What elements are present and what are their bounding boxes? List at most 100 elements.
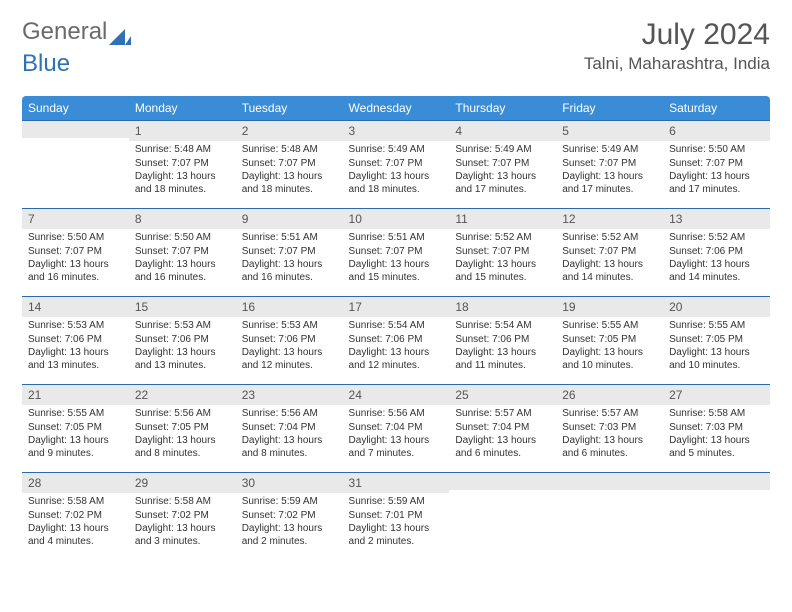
weekday-row: SundayMondayTuesdayWednesdayThursdayFrid… — [22, 96, 770, 120]
daylight-text: Daylight: 13 hours and 14 minutes. — [562, 259, 657, 284]
day-number — [449, 472, 556, 490]
day-cell: 17Sunrise: 5:54 AMSunset: 7:06 PMDayligh… — [343, 296, 450, 384]
sunrise-text: Sunrise: 5:51 AM — [242, 232, 337, 245]
calendar-head: SundayMondayTuesdayWednesdayThursdayFrid… — [22, 96, 770, 120]
daylight-text: Daylight: 13 hours and 2 minutes. — [349, 523, 444, 548]
sunrise-text: Sunrise: 5:55 AM — [28, 408, 123, 421]
day-number: 16 — [236, 296, 343, 317]
day-cell: 22Sunrise: 5:56 AMSunset: 7:05 PMDayligh… — [129, 384, 236, 472]
day-number: 7 — [22, 208, 129, 229]
daylight-text: Daylight: 13 hours and 16 minutes. — [242, 259, 337, 284]
sunset-text: Sunset: 7:02 PM — [28, 510, 123, 523]
sunrise-text: Sunrise: 5:54 AM — [455, 320, 550, 333]
day-details: Sunrise: 5:56 AMSunset: 7:05 PMDaylight:… — [129, 405, 236, 465]
sunset-text: Sunset: 7:06 PM — [242, 334, 337, 347]
sunrise-text: Sunrise: 5:57 AM — [455, 408, 550, 421]
day-details: Sunrise: 5:55 AMSunset: 7:05 PMDaylight:… — [556, 317, 663, 377]
daylight-text: Daylight: 13 hours and 7 minutes. — [349, 435, 444, 460]
day-cell: 7Sunrise: 5:50 AMSunset: 7:07 PMDaylight… — [22, 208, 129, 296]
sunrise-text: Sunrise: 5:49 AM — [455, 144, 550, 157]
week-row: 28Sunrise: 5:58 AMSunset: 7:02 PMDayligh… — [22, 472, 770, 560]
day-details: Sunrise: 5:52 AMSunset: 7:07 PMDaylight:… — [449, 229, 556, 289]
sunset-text: Sunset: 7:05 PM — [669, 334, 764, 347]
sunset-text: Sunset: 7:07 PM — [562, 246, 657, 259]
daylight-text: Daylight: 13 hours and 11 minutes. — [455, 347, 550, 372]
day-details: Sunrise: 5:50 AMSunset: 7:07 PMDaylight:… — [129, 229, 236, 289]
sunset-text: Sunset: 7:06 PM — [455, 334, 550, 347]
day-cell: 14Sunrise: 5:53 AMSunset: 7:06 PMDayligh… — [22, 296, 129, 384]
sunset-text: Sunset: 7:07 PM — [349, 158, 444, 171]
day-details: Sunrise: 5:48 AMSunset: 7:07 PMDaylight:… — [236, 141, 343, 201]
day-cell: 20Sunrise: 5:55 AMSunset: 7:05 PMDayligh… — [663, 296, 770, 384]
day-number: 5 — [556, 120, 663, 141]
sunset-text: Sunset: 7:03 PM — [562, 422, 657, 435]
weekday-tuesday: Tuesday — [236, 96, 343, 120]
daylight-text: Daylight: 13 hours and 2 minutes. — [242, 523, 337, 548]
sunset-text: Sunset: 7:01 PM — [349, 510, 444, 523]
daylight-text: Daylight: 13 hours and 10 minutes. — [562, 347, 657, 372]
day-details: Sunrise: 5:54 AMSunset: 7:06 PMDaylight:… — [343, 317, 450, 377]
day-details: Sunrise: 5:53 AMSunset: 7:06 PMDaylight:… — [22, 317, 129, 377]
day-number: 24 — [343, 384, 450, 405]
day-number: 26 — [556, 384, 663, 405]
sunrise-text: Sunrise: 5:50 AM — [669, 144, 764, 157]
daylight-text: Daylight: 13 hours and 18 minutes. — [135, 171, 230, 196]
sunrise-text: Sunrise: 5:50 AM — [135, 232, 230, 245]
daylight-text: Daylight: 13 hours and 8 minutes. — [135, 435, 230, 460]
sunrise-text: Sunrise: 5:58 AM — [669, 408, 764, 421]
day-number: 8 — [129, 208, 236, 229]
sunset-text: Sunset: 7:07 PM — [135, 158, 230, 171]
daylight-text: Daylight: 13 hours and 18 minutes. — [242, 171, 337, 196]
sunset-text: Sunset: 7:07 PM — [349, 246, 444, 259]
day-details: Sunrise: 5:52 AMSunset: 7:06 PMDaylight:… — [663, 229, 770, 289]
day-number: 10 — [343, 208, 450, 229]
daylight-text: Daylight: 13 hours and 3 minutes. — [135, 523, 230, 548]
sunset-text: Sunset: 7:05 PM — [135, 422, 230, 435]
day-number: 1 — [129, 120, 236, 141]
week-row: 7Sunrise: 5:50 AMSunset: 7:07 PMDaylight… — [22, 208, 770, 296]
day-details: Sunrise: 5:58 AMSunset: 7:02 PMDaylight:… — [22, 493, 129, 553]
day-details: Sunrise: 5:51 AMSunset: 7:07 PMDaylight:… — [236, 229, 343, 289]
daylight-text: Daylight: 13 hours and 17 minutes. — [562, 171, 657, 196]
sunrise-text: Sunrise: 5:49 AM — [562, 144, 657, 157]
sunset-text: Sunset: 7:07 PM — [455, 246, 550, 259]
sunrise-text: Sunrise: 5:48 AM — [242, 144, 337, 157]
day-details: Sunrise: 5:52 AMSunset: 7:07 PMDaylight:… — [556, 229, 663, 289]
sunset-text: Sunset: 7:03 PM — [669, 422, 764, 435]
title-block: July 2024 Talni, Maharashtra, India — [584, 18, 770, 74]
empty-cell — [556, 472, 663, 560]
day-details: Sunrise: 5:48 AMSunset: 7:07 PMDaylight:… — [129, 141, 236, 201]
day-cell: 26Sunrise: 5:57 AMSunset: 7:03 PMDayligh… — [556, 384, 663, 472]
sunset-text: Sunset: 7:06 PM — [349, 334, 444, 347]
day-cell: 12Sunrise: 5:52 AMSunset: 7:07 PMDayligh… — [556, 208, 663, 296]
day-number: 21 — [22, 384, 129, 405]
daylight-text: Daylight: 13 hours and 6 minutes. — [562, 435, 657, 460]
weekday-sunday: Sunday — [22, 96, 129, 120]
day-cell: 16Sunrise: 5:53 AMSunset: 7:06 PMDayligh… — [236, 296, 343, 384]
daylight-text: Daylight: 13 hours and 8 minutes. — [242, 435, 337, 460]
sunset-text: Sunset: 7:07 PM — [455, 158, 550, 171]
day-number: 3 — [343, 120, 450, 141]
empty-cell — [449, 472, 556, 560]
daylight-text: Daylight: 13 hours and 17 minutes. — [455, 171, 550, 196]
day-details: Sunrise: 5:51 AMSunset: 7:07 PMDaylight:… — [343, 229, 450, 289]
empty-cell — [22, 120, 129, 208]
sunset-text: Sunset: 7:05 PM — [28, 422, 123, 435]
daylight-text: Daylight: 13 hours and 16 minutes. — [28, 259, 123, 284]
day-details: Sunrise: 5:53 AMSunset: 7:06 PMDaylight:… — [129, 317, 236, 377]
day-cell: 3Sunrise: 5:49 AMSunset: 7:07 PMDaylight… — [343, 120, 450, 208]
day-details: Sunrise: 5:49 AMSunset: 7:07 PMDaylight:… — [556, 141, 663, 201]
day-cell: 4Sunrise: 5:49 AMSunset: 7:07 PMDaylight… — [449, 120, 556, 208]
day-cell: 6Sunrise: 5:50 AMSunset: 7:07 PMDaylight… — [663, 120, 770, 208]
sunset-text: Sunset: 7:06 PM — [28, 334, 123, 347]
day-details: Sunrise: 5:49 AMSunset: 7:07 PMDaylight:… — [449, 141, 556, 201]
weekday-saturday: Saturday — [663, 96, 770, 120]
calendar-page: General July 2024 Talni, Maharashtra, In… — [0, 0, 792, 570]
sunrise-text: Sunrise: 5:59 AM — [349, 496, 444, 509]
day-cell: 11Sunrise: 5:52 AMSunset: 7:07 PMDayligh… — [449, 208, 556, 296]
sunset-text: Sunset: 7:07 PM — [242, 158, 337, 171]
weekday-thursday: Thursday — [449, 96, 556, 120]
day-number: 11 — [449, 208, 556, 229]
weekday-friday: Friday — [556, 96, 663, 120]
day-cell: 25Sunrise: 5:57 AMSunset: 7:04 PMDayligh… — [449, 384, 556, 472]
